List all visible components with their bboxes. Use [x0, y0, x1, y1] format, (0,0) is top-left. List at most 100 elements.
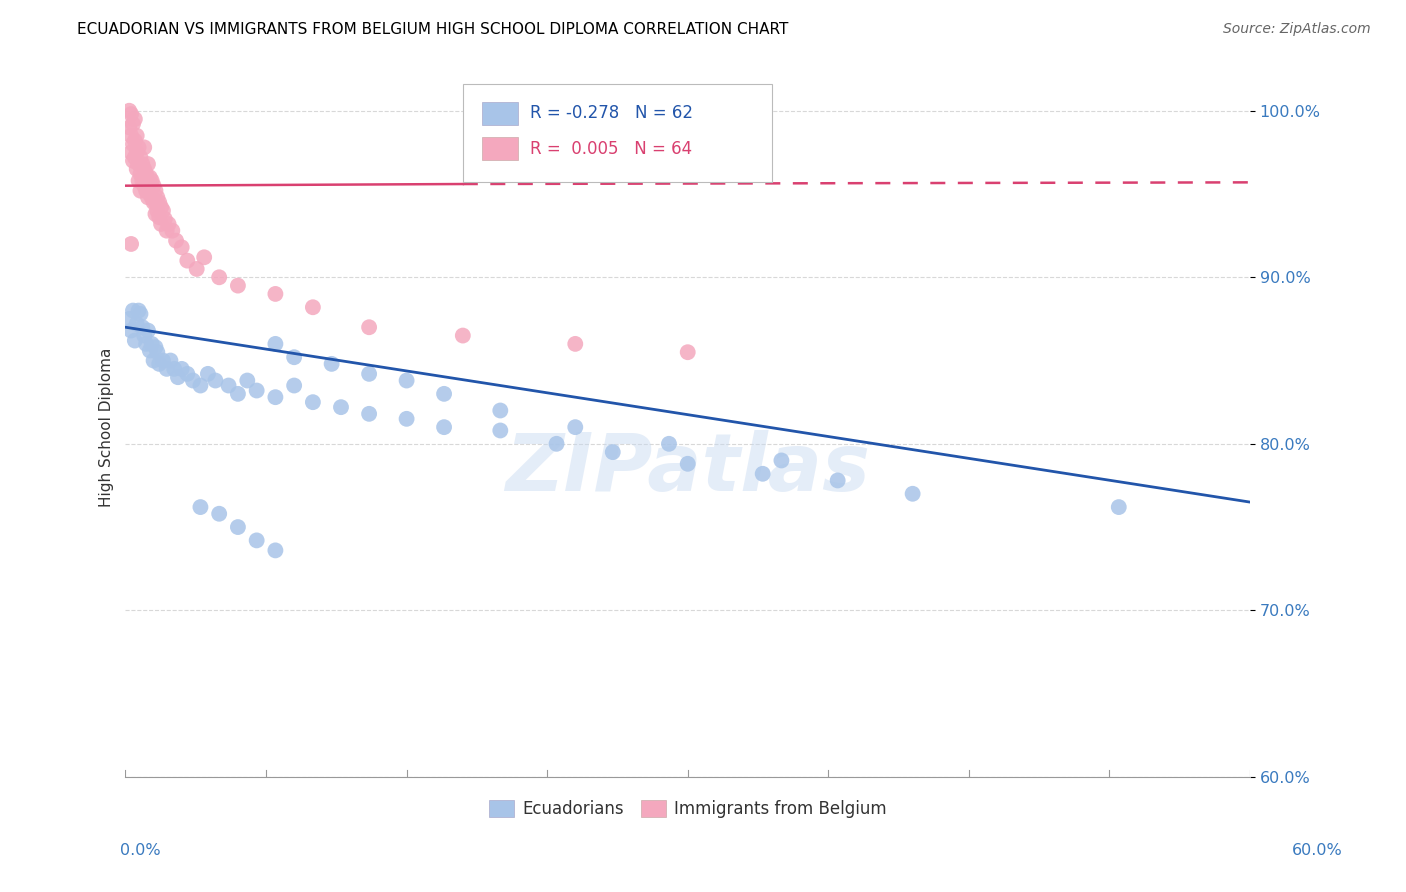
Point	[218, 378, 240, 392]
Point	[564, 420, 586, 434]
Point	[128, 303, 150, 318]
Point	[120, 145, 142, 160]
Point	[146, 345, 169, 359]
FancyBboxPatch shape	[463, 85, 772, 182]
Point	[131, 320, 153, 334]
Point	[136, 174, 159, 188]
Point	[128, 140, 150, 154]
Point	[124, 134, 146, 148]
Point	[264, 390, 287, 404]
Point	[283, 378, 305, 392]
Point	[658, 437, 681, 451]
Point	[131, 157, 153, 171]
Point	[148, 195, 170, 210]
Point	[395, 412, 418, 426]
Point	[564, 337, 586, 351]
Text: ECUADORIAN VS IMMIGRANTS FROM BELGIUM HIGH SCHOOL DIPLOMA CORRELATION CHART: ECUADORIAN VS IMMIGRANTS FROM BELGIUM HI…	[77, 22, 789, 37]
Point	[129, 167, 152, 181]
Point	[901, 487, 924, 501]
Point	[135, 167, 157, 181]
Point	[433, 420, 456, 434]
Point	[141, 190, 163, 204]
Point	[148, 357, 170, 371]
FancyBboxPatch shape	[482, 136, 517, 160]
Point	[134, 328, 156, 343]
Point	[176, 253, 198, 268]
Point	[359, 320, 381, 334]
Point	[359, 367, 381, 381]
Point	[118, 312, 141, 326]
Y-axis label: High School Diploma: High School Diploma	[100, 348, 114, 507]
FancyBboxPatch shape	[482, 102, 517, 125]
Point	[246, 533, 269, 548]
Point	[135, 184, 157, 198]
Point	[283, 350, 305, 364]
Point	[181, 374, 204, 388]
Point	[120, 237, 142, 252]
Point	[321, 357, 343, 371]
Point	[751, 467, 773, 481]
Point	[193, 250, 215, 264]
Point	[153, 212, 176, 227]
Point	[134, 161, 156, 176]
Point	[129, 184, 152, 198]
Point	[134, 178, 156, 193]
Point	[489, 403, 512, 417]
Point	[122, 117, 145, 131]
Point	[135, 337, 157, 351]
Point	[226, 387, 249, 401]
Point	[156, 362, 179, 376]
Point	[145, 195, 167, 210]
Point	[129, 150, 152, 164]
Point	[141, 174, 163, 188]
Text: R =  0.005   N = 64: R = 0.005 N = 64	[530, 140, 692, 158]
Point	[395, 374, 418, 388]
Point	[124, 112, 146, 126]
Point	[156, 224, 179, 238]
Text: Source: ZipAtlas.com: Source: ZipAtlas.com	[1223, 22, 1371, 37]
Point	[120, 107, 142, 121]
Point	[170, 240, 193, 254]
Point	[602, 445, 624, 459]
Point	[176, 367, 198, 381]
Point	[150, 200, 173, 214]
Point	[359, 407, 381, 421]
Text: R = -0.278   N = 62: R = -0.278 N = 62	[530, 104, 693, 122]
Point	[302, 300, 325, 314]
Point	[451, 328, 474, 343]
Point	[125, 161, 148, 176]
Point	[208, 507, 231, 521]
Point	[118, 120, 141, 135]
Point	[124, 334, 146, 348]
Point	[433, 387, 456, 401]
Point	[146, 203, 169, 218]
Point	[302, 395, 325, 409]
Point	[128, 174, 150, 188]
Point	[125, 145, 148, 160]
Point	[264, 337, 287, 351]
Point	[134, 140, 156, 154]
Point	[152, 353, 174, 368]
Point	[190, 378, 212, 392]
Point	[770, 453, 793, 467]
Point	[264, 543, 287, 558]
Point	[136, 190, 159, 204]
Point	[159, 353, 181, 368]
Point	[546, 437, 568, 451]
Point	[118, 103, 141, 118]
Point	[167, 370, 190, 384]
Point	[122, 303, 145, 318]
Point	[165, 234, 187, 248]
Point	[330, 400, 353, 414]
Point	[139, 170, 162, 185]
Point	[131, 174, 153, 188]
Point	[120, 324, 142, 338]
Point	[146, 190, 169, 204]
Point	[128, 157, 150, 171]
Point	[136, 324, 159, 338]
Point	[142, 353, 165, 368]
Point	[148, 211, 170, 225]
Point	[226, 520, 249, 534]
Point	[125, 128, 148, 143]
Point	[163, 362, 186, 376]
